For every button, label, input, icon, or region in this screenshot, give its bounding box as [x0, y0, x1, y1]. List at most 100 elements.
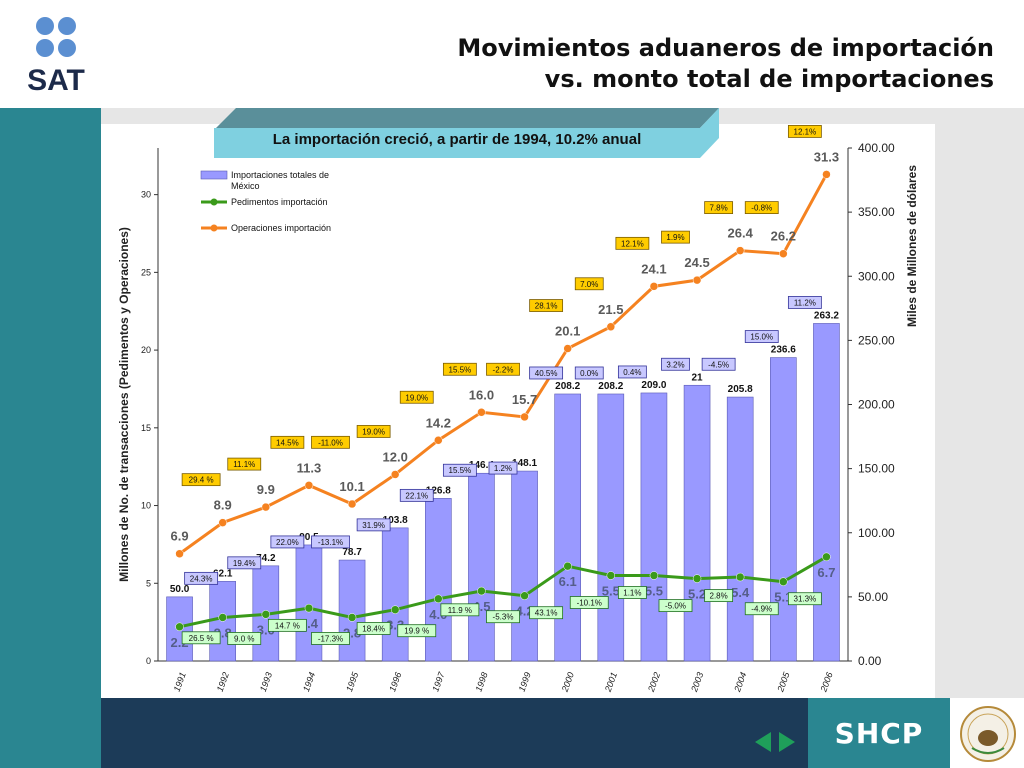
pedimentos-point: [735, 572, 745, 582]
left-tick-label: 5: [146, 578, 151, 588]
importaciones-growth-box: [227, 556, 262, 570]
pedimentos-growth-box: [617, 586, 647, 599]
bar-value-label: 78.7: [342, 547, 362, 558]
pedimentos-growth-box: [181, 631, 221, 645]
pedimentos-growth-box: [356, 622, 391, 635]
operaciones-point: [261, 502, 271, 512]
bar-importaciones: [554, 393, 581, 662]
legend-importaciones-label-2: México: [231, 181, 260, 191]
importaciones-growth-box: [701, 357, 736, 371]
pedimentos-growth-box: [267, 618, 307, 632]
operaciones-growth-box: [442, 362, 477, 376]
pedimentos-growth-box: [744, 602, 779, 616]
x-tick-label: 1997: [430, 670, 447, 693]
importaciones-growth-label: 15.5%: [449, 466, 472, 475]
title-line-1: Movimientos aduaneros de importación: [457, 34, 994, 62]
operaciones-growth-label: 15.5%: [449, 365, 472, 374]
importaciones-growth-box: [184, 571, 219, 585]
operaciones-growth-box: [615, 236, 650, 250]
importaciones-growth-label: 22.1%: [405, 491, 428, 500]
operaciones-value-label: 14.2: [426, 415, 451, 430]
pedimentos-growth-label: -5.0%: [665, 602, 686, 611]
operaciones-point: [692, 275, 702, 285]
left-tick-label: 0: [146, 656, 151, 666]
operaciones-growth-label: 12.1%: [794, 127, 817, 136]
operaciones-point: [735, 246, 745, 255]
pedimentos-growth-label: 43.1%: [535, 609, 558, 618]
operaciones-value-label: 26.4: [728, 226, 754, 241]
legend-operaciones-label: Operaciones importación: [231, 223, 331, 233]
x-tick-label: 2005: [775, 670, 792, 694]
right-tick-label: 400.00: [858, 141, 895, 155]
operaciones-line: [178, 173, 828, 555]
bar-value-label: 103.8: [383, 515, 408, 526]
operaciones-growth-box: [787, 125, 822, 138]
pedimentos-growth-box: [440, 603, 480, 617]
pedimentos-point: [692, 574, 702, 583]
operaciones-point: [563, 344, 572, 353]
next-arrow-icon[interactable]: [779, 732, 795, 752]
importaciones-growth-label: 11.2%: [794, 298, 816, 307]
pedimentos-growth-label: 18.4%: [362, 624, 385, 633]
pedimentos-growth-box: [529, 606, 564, 620]
footer-bar: [101, 698, 808, 768]
operaciones-point: [175, 549, 184, 558]
pedimentos-growth-box: [397, 624, 437, 638]
pedimentos-value-label: 5.2: [688, 587, 706, 602]
operaciones-value-label: 15.7: [512, 392, 537, 407]
operaciones-value-label: 9.9: [257, 482, 275, 497]
pedimentos-growth-label: 19.9 %: [404, 627, 429, 636]
left-tick-label: 20: [141, 345, 151, 355]
x-tick-label: 1994: [301, 671, 317, 693]
pedimentos-point: [261, 610, 271, 619]
shcp-logo: SHCP: [808, 698, 950, 768]
seal-area: [950, 698, 1024, 768]
x-tick-label: 1999: [517, 671, 533, 693]
right-tick-label: 300.00: [858, 269, 895, 283]
prev-arrow-icon[interactable]: [755, 732, 771, 752]
pedimentos-point: [649, 571, 659, 580]
title-line-2: vs. monto total de importaciones: [544, 65, 994, 94]
x-tick-label: 1998: [473, 671, 489, 693]
importaciones-growth-label: 40.5%: [535, 369, 558, 378]
operaciones-point: [779, 249, 788, 258]
operaciones-point: [477, 408, 486, 417]
importaciones-growth-box: [661, 357, 690, 371]
legend-bar-swatch: [200, 170, 228, 180]
bar-value-label: 21: [692, 372, 704, 383]
banner-shape: [214, 108, 719, 158]
pedimentos-growth-box: [787, 592, 822, 606]
pedimentos-growth-label: -17.3%: [318, 634, 343, 643]
bar-value-label: 74.2: [256, 553, 276, 564]
bar-importaciones: [683, 384, 711, 662]
pedimentos-value-label: 5.4: [731, 585, 750, 600]
pedimentos-point: [563, 561, 572, 571]
bar-importaciones: [468, 472, 495, 662]
operaciones-value-label: 10.1: [339, 479, 364, 494]
pedimentos-value-label: 5.1: [774, 590, 792, 605]
bar-importaciones: [511, 470, 538, 662]
legend-pedimentos-marker: [210, 198, 218, 206]
importaciones-growth-label: 24.3%: [190, 574, 213, 583]
operaciones-point: [822, 170, 831, 179]
importaciones-growth-box: [442, 463, 477, 477]
bar-value-label: 236.6: [771, 345, 796, 356]
pedimentos-growth-box: [227, 632, 262, 645]
x-tick-label: 1992: [215, 671, 231, 693]
importaciones-growth-box: [311, 535, 350, 549]
pedimentos-point: [434, 594, 443, 604]
operaciones-value-label: 24.1: [641, 261, 666, 276]
operaciones-growth-box: [661, 230, 690, 244]
pedimentos-growth-label: 11.9 %: [448, 606, 472, 615]
pedimentos-point: [347, 613, 357, 622]
pedimentos-growth-label: 31.3%: [794, 595, 817, 604]
operaciones-point: [347, 499, 357, 509]
x-tick-label: 2002: [646, 671, 663, 694]
right-tick-label: 250.00: [858, 333, 895, 347]
right-tick-label: 100.00: [858, 526, 895, 540]
operaciones-point: [649, 282, 659, 291]
pedimentos-point: [304, 603, 314, 613]
operaciones-growth-label: 1.9%: [666, 233, 684, 242]
bar-importaciones: [726, 396, 754, 662]
importaciones-growth-box: [744, 330, 779, 343]
